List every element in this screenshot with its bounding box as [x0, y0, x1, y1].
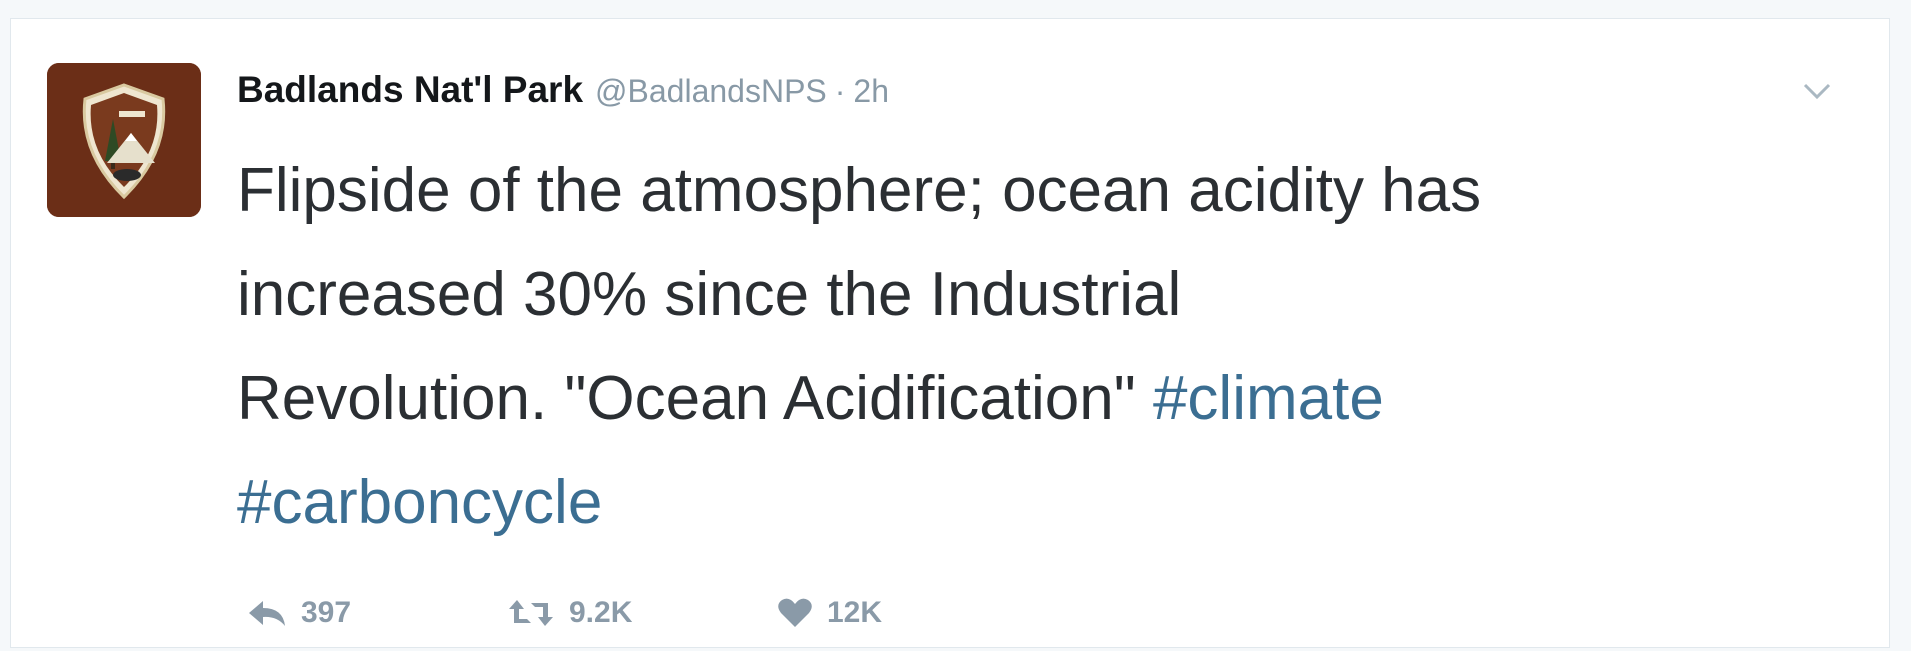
like-button[interactable]: 12K [777, 596, 977, 630]
display-name[interactable]: Badlands Nat'l Park [237, 69, 584, 110]
retweet-button[interactable]: 9.2K [507, 596, 777, 630]
hashtag-climate-link[interactable]: #climate [1152, 364, 1384, 433]
timestamp[interactable]: 2h [853, 73, 889, 109]
nps-arrowhead-logo-icon [47, 63, 201, 217]
retweet-icon [509, 600, 553, 626]
tweet-card[interactable]: Badlands Nat'l Park @BadlandsNPS · 2h Fl… [10, 18, 1890, 648]
user-handle[interactable]: @BadlandsNPS [595, 73, 827, 109]
separator-dot: · [834, 73, 846, 109]
tweet-text-line: increased 30% since the Industrial [237, 260, 1182, 329]
chevron-down-icon[interactable] [1801, 79, 1833, 103]
heart-icon [778, 598, 812, 627]
retweet-count: 9.2K [569, 596, 633, 629]
avatar[interactable] [47, 63, 201, 217]
tweet-text-line: Flipside of the atmosphere; ocean acidit… [237, 156, 1482, 225]
reply-count: 397 [301, 596, 352, 629]
tweet-text: Flipside of the atmosphere; ocean acidit… [237, 139, 1857, 555]
tweet-actions: 397 9.2K 12K [247, 587, 977, 639]
hashtag-carboncycle-link[interactable]: #carboncycle [237, 468, 603, 537]
tweet-text-line: #carboncycle [237, 451, 1857, 555]
tweet-header: Badlands Nat'l Park @BadlandsNPS · 2h [237, 69, 889, 139]
tweet-text-line: Revolution. "Ocean Acidification" #clima… [237, 347, 1857, 451]
like-count: 12K [827, 596, 883, 629]
reply-button[interactable]: 397 [247, 596, 507, 630]
reply-icon [249, 601, 285, 626]
tweet-text-segment: Revolution. "Ocean Acidification" [237, 364, 1153, 433]
